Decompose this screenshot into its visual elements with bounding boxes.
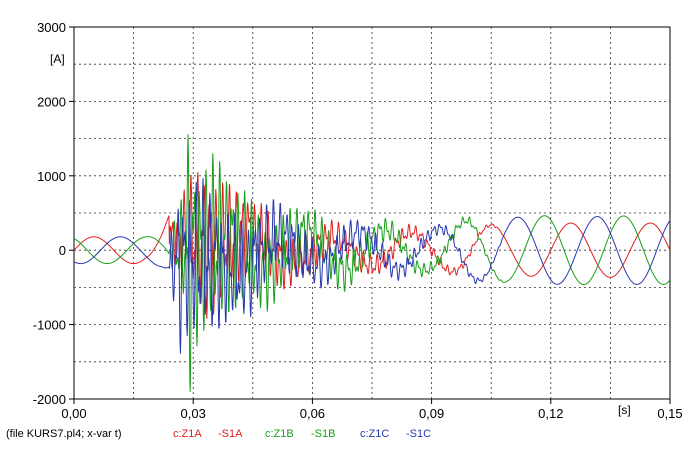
y-tick-label: 0 [59, 243, 66, 258]
x-tick-label: 0,00 [61, 406, 86, 421]
grid [74, 27, 670, 399]
y-tick-label: -2000 [33, 392, 66, 407]
x-axis-unit: [s] [618, 403, 631, 417]
x-tick-label: 0,03 [181, 406, 206, 421]
y-tick-label: 3000 [37, 20, 66, 35]
legend-entry: -S1B [311, 428, 335, 440]
legend-file-note: (file KURS7.pl4; x-var t) [6, 428, 122, 440]
x-tick-label: 0,09 [419, 406, 444, 421]
y-axis-label: [A] [50, 52, 65, 66]
legend-entry: -S1C [406, 428, 431, 440]
x-tick-label: 0,15 [657, 406, 682, 421]
legend-entry: c:Z1C [360, 428, 389, 440]
y-tick-label: 1000 [37, 169, 66, 184]
legend-entry: c:Z1A [173, 428, 202, 440]
legend-entry: c:Z1B [265, 428, 294, 440]
series-line-3 [73, 178, 671, 354]
x-tick-label: 0,12 [538, 406, 563, 421]
axis-ticks: 0,00 0,03 0,06 0,09 0,12 0,15 -2000 -1000 0 1000 2… [33, 20, 683, 421]
y-tick-label: -1000 [33, 318, 66, 333]
y-tick-label: 2000 [37, 94, 66, 109]
legend: (file KURS7.pl4; x-var t) c:Z1A -S1A c:Z1B -… [6, 428, 431, 440]
legend-entry: -S1A [218, 428, 243, 440]
x-tick-label: 0,06 [300, 406, 325, 421]
series-lines [73, 134, 671, 392]
